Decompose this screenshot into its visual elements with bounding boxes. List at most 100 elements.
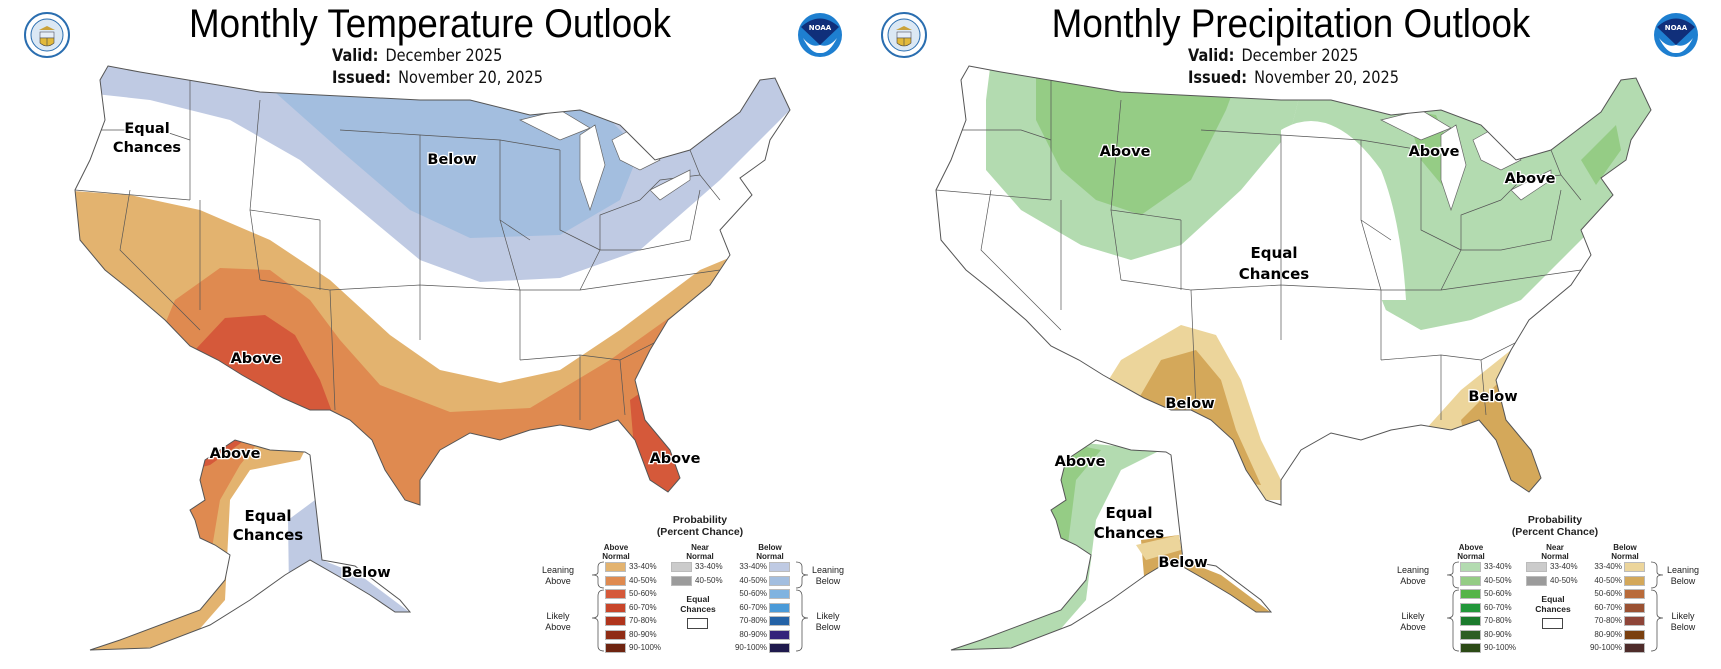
legend-above-range: 60-70% <box>1484 602 1512 612</box>
legend-above-range: 50-60% <box>1484 589 1512 598</box>
legend-above-range: 40-50% <box>629 575 657 585</box>
issued-line: Issued: November 20, 2025 <box>332 68 543 87</box>
legend-above-swatch <box>1460 643 1481 653</box>
commerce-seal-logo <box>24 12 70 58</box>
legend-near-swatch <box>671 575 692 586</box>
legend-title-line1: Probability <box>672 514 728 526</box>
precip-ny-above-40-region <box>1581 125 1621 185</box>
legend-below-range: 90-100% <box>1589 643 1622 652</box>
legend-likely-above-1: Likely <box>1401 611 1425 621</box>
legend-above-swatch <box>605 562 626 572</box>
legend-below-swatch <box>1624 616 1645 626</box>
issued-label: Issued: <box>1188 68 1248 87</box>
legend-above-header-1: Above <box>1458 543 1484 552</box>
legend-likely-above-2: Above <box>1400 622 1426 632</box>
legend-below-range: 50-60% <box>1594 589 1622 598</box>
legend-leaning-above-2: Above <box>1400 576 1426 586</box>
legend-above-range: 33-40% <box>629 562 657 571</box>
legend-above-swatch <box>1460 562 1481 572</box>
legend-equal-chances-swatch <box>687 618 708 629</box>
brace-likely-above <box>1446 589 1460 652</box>
temperature-legend: Probability (Percent Chance) Above Normal Ne… <box>540 510 860 660</box>
alaska-outline <box>950 439 1273 651</box>
label-alaska-below: Below <box>341 565 390 581</box>
legend-title-line1: Probability <box>1527 514 1583 526</box>
temp-florida-above-50-region <box>630 380 720 505</box>
legend-above-range: 40-50% <box>1484 575 1512 585</box>
legend-above-swatch <box>605 575 626 586</box>
legend-below-header-1: Below <box>758 543 782 552</box>
label-center-equal: Equal <box>1251 244 1298 262</box>
legend-above-swatch <box>1460 616 1481 626</box>
legend-near-header-2: Normal <box>1541 552 1569 561</box>
legend-below-range: 80-90% <box>1594 629 1622 639</box>
precipitation-legend: Probability (Percent Chance) Above Normal Ne… <box>1395 510 1715 660</box>
issued-line: Issued: November 20, 2025 <box>1188 68 1399 87</box>
precipitation-outlook-panel: NOAA Monthly Precipitation Outlook Valid… <box>861 0 1721 669</box>
legend-near-swatch <box>671 562 692 572</box>
conus-outline <box>935 65 1652 506</box>
legend-near-range: 33-40% <box>1550 562 1578 571</box>
legend-near-header-1: Near <box>691 543 709 552</box>
label-northwest-above: Above <box>1100 144 1151 160</box>
brace-leaning-below <box>1650 561 1664 589</box>
legend-near-range: 33-40% <box>695 562 723 571</box>
legend-likely-below-2: Below <box>1670 622 1696 632</box>
brace-leaning-above <box>1446 561 1460 589</box>
legend-above-header-2: Normal <box>602 552 630 561</box>
brace-leaning-above <box>591 561 605 589</box>
label-alaska-chances: Chances <box>233 526 304 544</box>
label-west-chances: Chances <box>113 140 181 156</box>
legend-above-header-1: Above <box>603 543 629 552</box>
temperature-map: Equal Chances Below Above Above Above Eq… <box>74 65 791 651</box>
legend-below-swatch <box>1624 589 1645 599</box>
legend-near-swatch <box>1526 562 1547 572</box>
commerce-seal-logo <box>881 12 927 58</box>
issued-value: November 20, 2025 <box>1254 68 1399 87</box>
label-florida-above: Above <box>650 451 701 467</box>
legend-below-range: 80-90% <box>739 629 767 639</box>
legend-below-swatch <box>1624 602 1645 613</box>
label-alaska-equal: Equal <box>245 507 292 525</box>
legend-above-range: 90-100% <box>1484 643 1517 652</box>
legend-above-swatch <box>1460 575 1481 586</box>
legend-leaning-below-2: Below <box>1670 576 1696 586</box>
legend-title-line2: (Percent Chance) <box>1511 526 1599 538</box>
label-north-below: Below <box>427 152 476 168</box>
label-northeast-above: Above <box>1505 171 1556 187</box>
precip-nw-above-40-region <box>1036 70 1241 215</box>
legend-above-range: 80-90% <box>1484 629 1512 639</box>
valid-value: December 2025 <box>385 46 503 65</box>
legend-below-swatch <box>1624 575 1645 586</box>
legend-above-swatch <box>605 602 626 613</box>
legend-braces <box>1446 561 1664 652</box>
legend-above-range: 70-80% <box>1484 616 1512 625</box>
legend-below-range: 60-70% <box>739 602 767 612</box>
valid-label: Valid: <box>332 46 379 65</box>
legend-likely-above-2: Above <box>545 622 571 632</box>
legend-leaning-above-1: Leaning <box>541 565 575 575</box>
brace-likely-above <box>591 589 605 652</box>
noaa-logo-text: NOAA <box>809 24 832 32</box>
legend-likely-above-1: Likely <box>546 611 570 621</box>
legend-leaning-above-1: Leaning <box>1396 565 1430 575</box>
legend-above-header-2: Normal <box>1457 552 1485 561</box>
legend-above-range: 90-100% <box>629 643 662 652</box>
label-alaska-chances: Chances <box>1094 524 1165 542</box>
valid-line: Valid: December 2025 <box>1188 46 1358 65</box>
legend-near-range: 40-50% <box>695 575 723 585</box>
label-center-chances: Chances <box>1239 265 1310 283</box>
alaska-outline <box>89 439 412 651</box>
legend-above-range: 50-60% <box>629 589 657 598</box>
legend-below-swatch <box>769 629 790 640</box>
legend-braces <box>591 561 809 652</box>
legend-above-swatch <box>605 616 626 626</box>
legend-below-swatch <box>769 602 790 613</box>
legend-below-range: 60-70% <box>1594 602 1622 612</box>
brace-likely-below <box>1650 589 1664 652</box>
legend-below-range: 70-80% <box>739 616 767 625</box>
label-west-equal: Equal <box>124 121 169 137</box>
legend-above-range: 80-90% <box>629 629 657 639</box>
legend-below-swatch <box>769 575 790 586</box>
legend-leaning-above-2: Above <box>545 576 571 586</box>
